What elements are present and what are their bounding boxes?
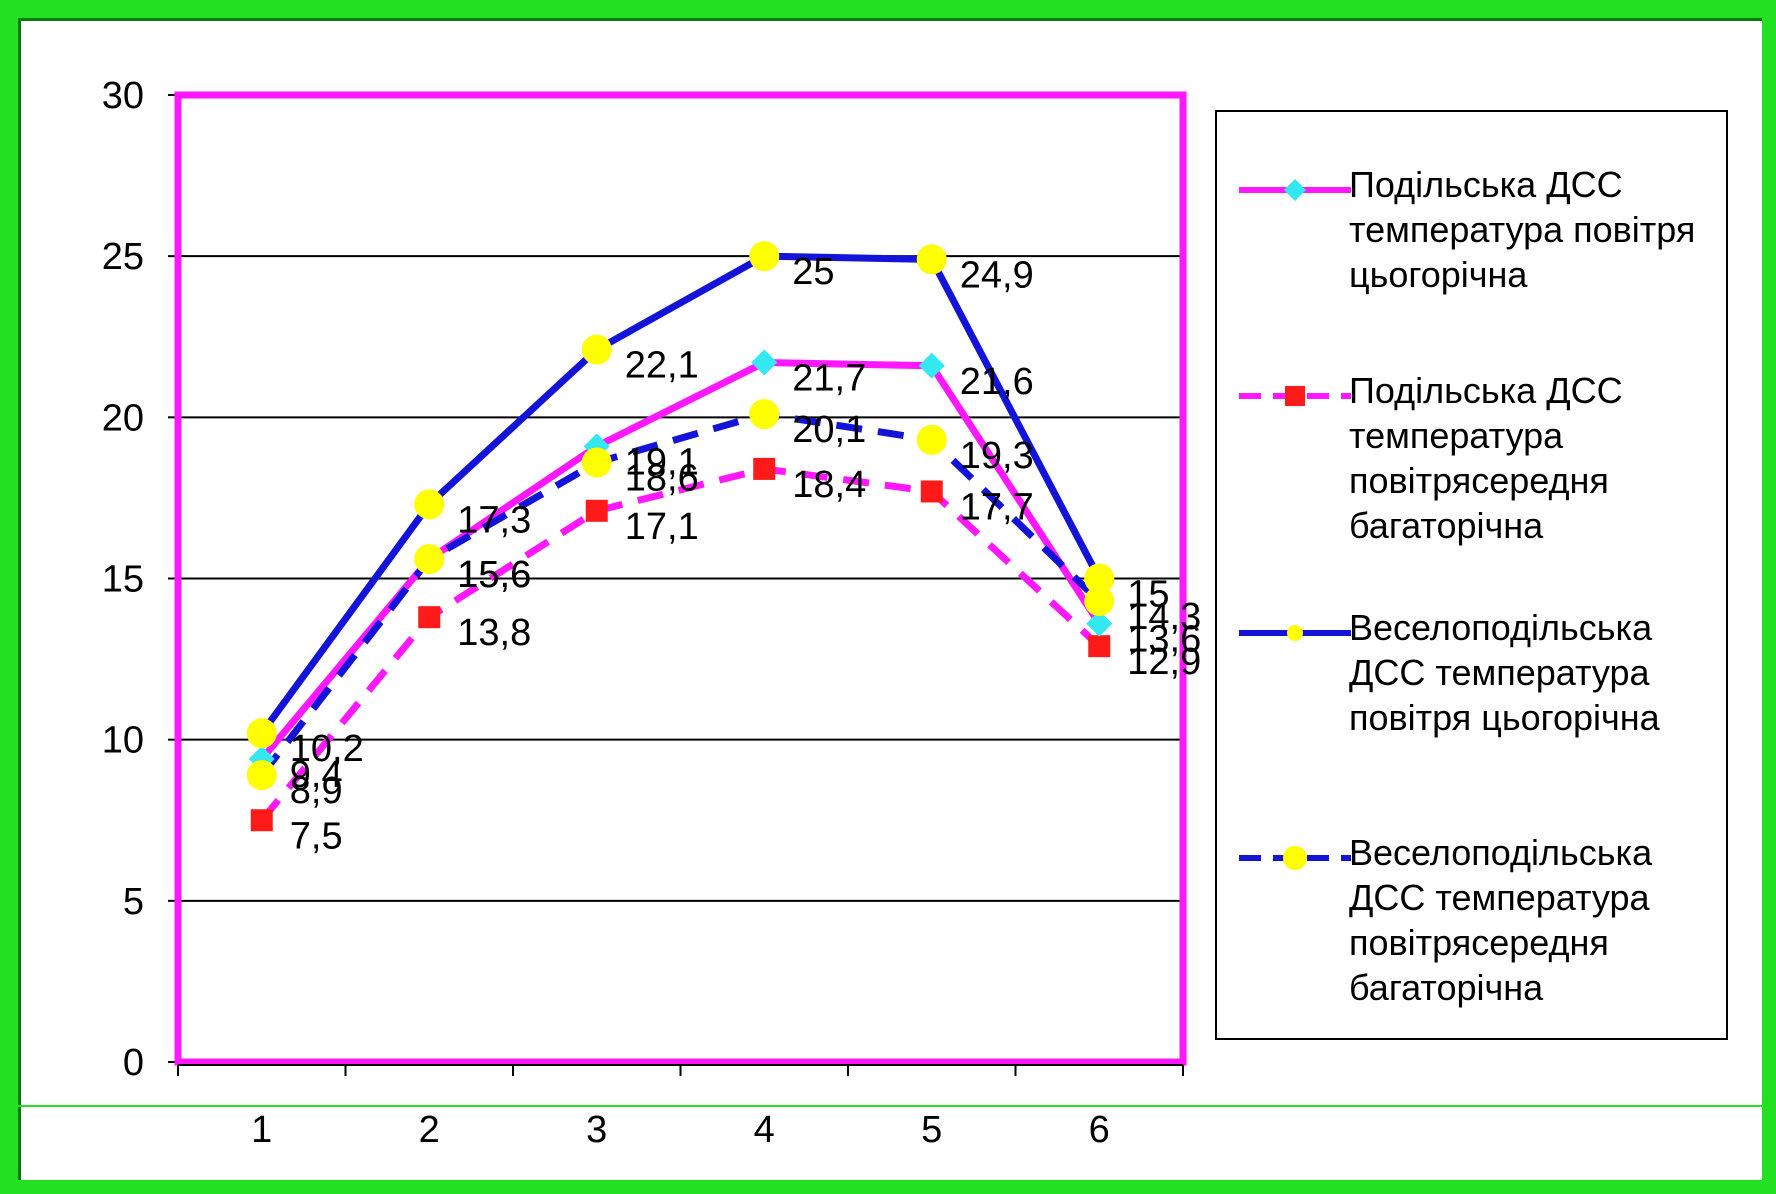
legend-label-veselopodilska-average: Веселоподільська ДСС температура повітря… [1349, 832, 1653, 1008]
data-label-s1-5: 12,9 [1127, 641, 1201, 683]
legend-symbol-veselopodilska-current [1239, 625, 1351, 641]
data-label-s1-2: 17,1 [625, 506, 699, 548]
data-label-s0-1: 15,6 [457, 554, 531, 596]
series-line-2 [258, 252, 1103, 736]
y-tick-label-3: 15 [102, 559, 144, 601]
point-s0-5 [1086, 610, 1113, 637]
legend-label-podilska-average: Подільська ДСС температура повітрясередн… [1349, 370, 1623, 546]
data-label-s1-1: 13,8 [457, 612, 531, 654]
point-s0-4 [918, 352, 945, 379]
data-label-s3-5: 14,3 [1127, 596, 1201, 638]
data-label-s0-3: 21,7 [792, 358, 866, 400]
data-label-s1-4: 17,7 [960, 486, 1034, 528]
data-labels: 9,4 15,6 19,1 21,7 21,6 13,6 7,5 13,8 17,1 18,4 17… [290, 251, 1201, 857]
series-lines [246, 241, 1115, 832]
x-tick-label-5: 6 [1089, 1109, 1110, 1151]
point-s3-5 [1084, 586, 1115, 617]
gridlines [18, 255, 1762, 1107]
point-s1-0 [250, 809, 273, 832]
x-tick-label-3: 4 [754, 1109, 775, 1151]
point-s1-4 [920, 480, 943, 503]
data-label-s0-4: 21,6 [960, 361, 1034, 403]
data-label-s2-3: 25 [792, 251, 834, 293]
data-label-s0-0: 9,4 [290, 754, 343, 796]
legend: Подільська ДСС температура повітря цього… [1215, 110, 1728, 1040]
legend-symbol-podilska-average [1239, 386, 1351, 406]
point-s2-5 [1084, 563, 1115, 594]
data-label-s3-1: 15,6 [457, 554, 531, 596]
data-label-s3-0: 8,9 [290, 770, 343, 812]
point-s1-3 [753, 457, 776, 480]
plot-area-border [174, 91, 1187, 1066]
data-label-s2-2: 22,1 [625, 345, 699, 387]
y-tick-label-0: 0 [123, 1042, 144, 1084]
data-label-s3-3: 20,1 [792, 409, 866, 451]
axes: 0 5 10 15 20 25 30 1 2 3 4 5 6 [102, 75, 1187, 1151]
point-s2-4 [916, 244, 947, 275]
point-s0-3 [751, 349, 778, 376]
data-label-s1-3: 18,4 [792, 464, 866, 506]
point-s1-5 [1088, 635, 1111, 658]
data-label-s2-1: 17,3 [457, 499, 531, 541]
x-tick-label-1: 2 [419, 1109, 440, 1151]
point-s3-3 [749, 399, 780, 430]
point-s3-2 [581, 447, 612, 478]
data-label-s3-4: 19,3 [960, 435, 1034, 477]
point-s3-4 [916, 424, 947, 455]
y-tick-label-1: 5 [123, 881, 144, 923]
x-tick-label-0: 1 [251, 1109, 272, 1151]
series-line-3 [258, 410, 1102, 778]
legend-symbol-veselopodilska-average [1239, 846, 1351, 870]
point-s3-1 [414, 544, 445, 575]
data-label-s1-0: 7,5 [290, 815, 343, 857]
point-s2-2 [581, 334, 612, 365]
point-s2-3 [749, 241, 780, 272]
data-label-s0-2: 19,1 [625, 441, 699, 483]
point-s1-2 [585, 499, 608, 522]
data-label-s2-5: 15 [1127, 574, 1169, 616]
y-tick-label-6: 30 [102, 75, 144, 117]
point-s3-0 [246, 760, 277, 791]
point-s2-0 [246, 718, 277, 749]
legend-label-podilska-current: Подільська ДСС температура повітря цього… [1349, 164, 1696, 295]
y-tick-label-5: 25 [102, 236, 144, 278]
x-tick-label-4: 5 [921, 1109, 942, 1151]
data-label-s3-2: 18,6 [625, 457, 699, 499]
x-tick-label-2: 3 [586, 1109, 607, 1151]
y-tick-label-4: 20 [102, 397, 144, 439]
legend-symbol-podilska-current [1239, 179, 1351, 201]
data-label-s2-4: 24,9 [960, 254, 1034, 296]
data-label-s0-5: 13,6 [1127, 619, 1201, 661]
point-s1-1 [418, 606, 441, 629]
y-tick-label-2: 10 [102, 720, 144, 762]
point-s2-1 [414, 489, 445, 520]
series-line-1 [259, 465, 1102, 823]
legend-label-veselopodilska-current: Веселоподільська ДСС температура повітря… [1349, 607, 1660, 738]
data-label-s2-0: 10,2 [290, 728, 364, 770]
